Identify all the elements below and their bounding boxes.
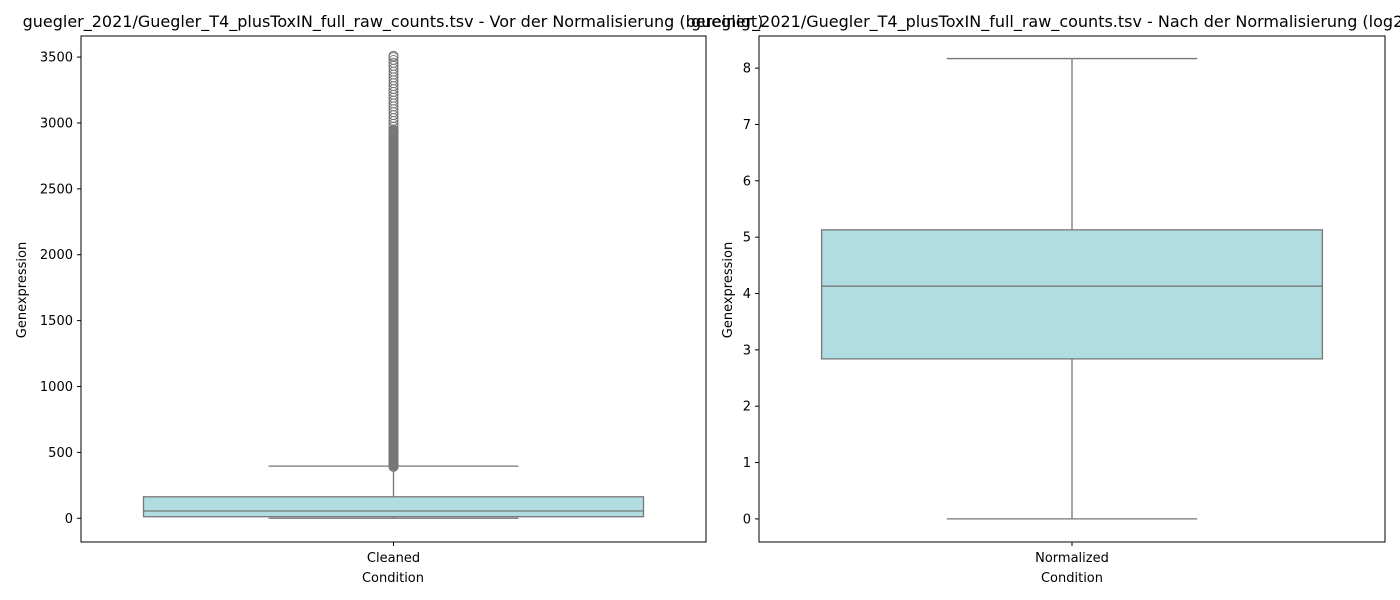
left-y-axis-label: Genexpression: [15, 242, 30, 338]
left-outlier-marker: [388, 54, 399, 65]
right-y-tick-label: 2: [743, 400, 751, 415]
right-panel: 0 1 2 3 4 5 6 7 8 Normalized: [743, 35, 1386, 566]
left-y-tick-label: 2500: [40, 182, 73, 197]
left-y-tick-label: 500: [48, 446, 73, 461]
right-chart-title: guegler_2021/Guegler_T4_plusToxIN_full_r…: [691, 12, 1400, 32]
right-y-tick-label: 6: [743, 174, 751, 189]
left-outlier-marker: [388, 57, 399, 68]
left-chart-title: guegler_2021/Guegler_T4_plusToxIN_full_r…: [23, 12, 764, 32]
left-panel: 0 500 1000 1500 2000 2500 3000 3500 Cleaned: [40, 35, 707, 566]
left-y-tick-label: 1000: [40, 380, 73, 395]
left-x-axis-label: Condition: [362, 571, 424, 586]
right-y-tick-label: 5: [743, 231, 751, 246]
left-x-tick-label: Cleaned: [367, 551, 420, 566]
right-y-tick-label: 3: [743, 343, 751, 358]
right-x-axis-label: Condition: [1041, 571, 1103, 586]
left-y-tick-label: 1500: [40, 314, 73, 329]
left-y-tick-label: 3500: [40, 51, 73, 66]
right-y-tick-label: 1: [743, 456, 751, 471]
right-y-tick-label: 8: [743, 62, 751, 77]
left-y-tick-label: 2000: [40, 248, 73, 263]
right-y-axis-label: Genexpression: [721, 242, 736, 338]
right-x-tick-label: Normalized: [1035, 551, 1109, 566]
left-outlier-marker: [388, 50, 399, 61]
right-y-tick-label: 7: [743, 118, 751, 133]
left-box: [142, 496, 645, 518]
left-y-tick-label: 3000: [40, 116, 73, 131]
right-y-tick-label: 0: [743, 512, 751, 527]
left-y-tick-label: 0: [65, 512, 73, 527]
right-box: [820, 229, 1324, 360]
right-y-tick-label: 4: [743, 287, 751, 302]
